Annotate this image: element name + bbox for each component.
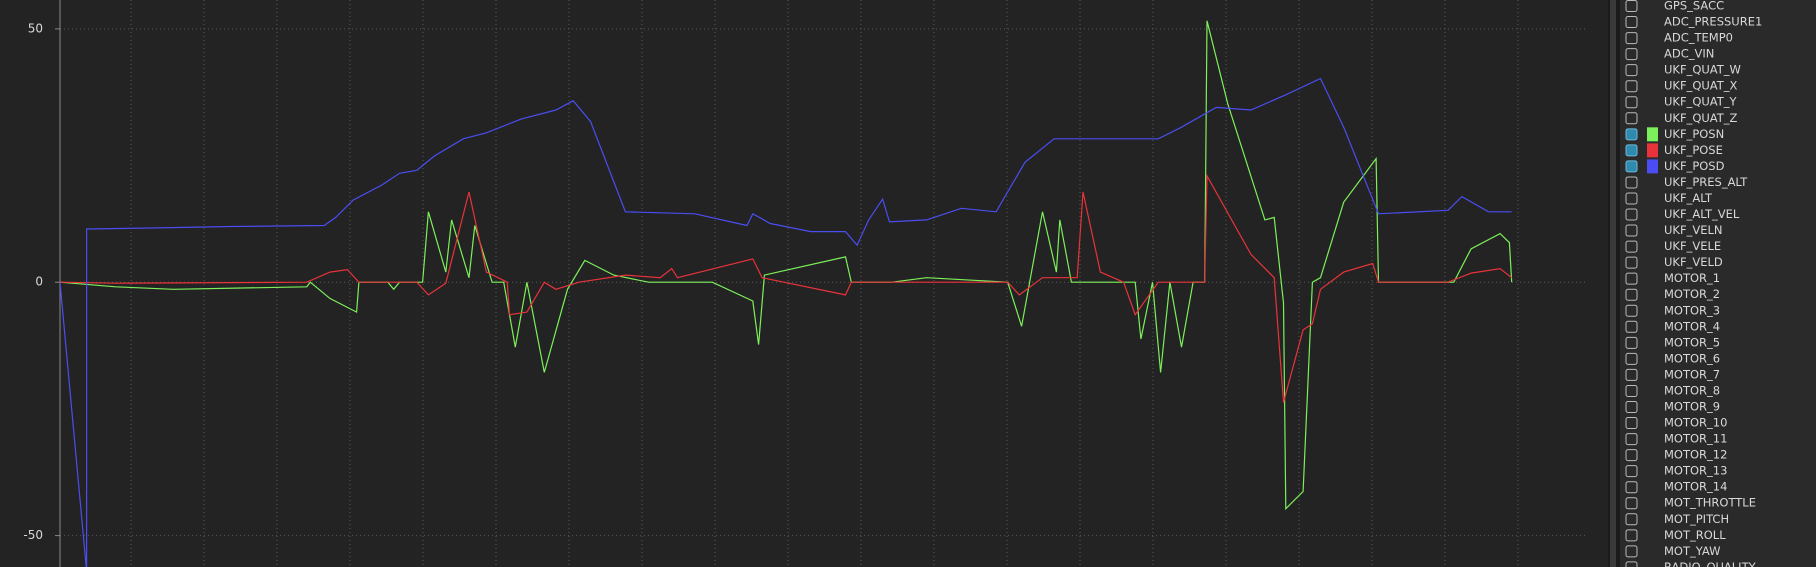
channel-checkbox[interactable] [1625, 368, 1638, 381]
channel-label[interactable]: UKF_QUAT_W [1664, 63, 1741, 77]
channel-checkbox[interactable] [1625, 433, 1638, 446]
plot-background [0, 0, 1608, 567]
channel-checkbox[interactable] [1625, 545, 1638, 558]
channel-checkbox[interactable] [1625, 336, 1638, 349]
channel-checkbox[interactable] [1625, 64, 1638, 77]
channel-label[interactable]: MOTOR_14 [1664, 480, 1727, 494]
channel-checkbox[interactable] [1625, 417, 1638, 430]
channel-checkbox[interactable] [1625, 384, 1638, 397]
channel-label[interactable]: UKF_QUAT_Z [1664, 111, 1738, 125]
channel-label[interactable]: UKF_QUAT_Y [1664, 95, 1738, 109]
channel-label[interactable]: MOTOR_4 [1664, 319, 1720, 333]
channel-checkbox[interactable] [1625, 0, 1638, 12]
channel-label[interactable]: UKF_QUAT_X [1664, 79, 1738, 93]
channel-label[interactable]: UKF_ALT_VEL [1664, 207, 1740, 221]
channel-label[interactable]: MOTOR_5 [1664, 335, 1720, 349]
channel-checkbox[interactable] [1625, 304, 1638, 317]
channel-label[interactable]: MOTOR_8 [1664, 383, 1720, 397]
channel-label[interactable]: UKF_POSN [1664, 127, 1724, 141]
y-tick-label: 50 [28, 21, 43, 35]
channel-checkbox[interactable] [1625, 288, 1638, 301]
channel-label[interactable]: MOTOR_10 [1664, 416, 1727, 430]
channel-checkbox[interactable] [1625, 160, 1638, 173]
y-tick-label: 0 [35, 275, 43, 289]
channel-label[interactable]: UKF_VELE [1664, 239, 1721, 253]
channel-label[interactable]: UKF_VELD [1664, 255, 1723, 269]
channel-color-swatch [1647, 127, 1658, 142]
channel-label[interactable]: MOT_YAW [1664, 544, 1721, 558]
channel-checkbox[interactable] [1625, 224, 1638, 237]
series-line [60, 77, 1512, 567]
channel-checkbox[interactable] [1625, 208, 1638, 221]
channel-label[interactable]: RADIO_QUALITY [1664, 560, 1757, 567]
channel-label[interactable]: MOTOR_12 [1664, 448, 1727, 462]
channel-color-swatch [1647, 159, 1658, 174]
channel-checkbox[interactable] [1625, 465, 1638, 478]
channel-checkbox[interactable] [1625, 320, 1638, 333]
channel-checkbox[interactable] [1625, 352, 1638, 365]
channel-label[interactable]: MOT_THROTTLE [1664, 496, 1756, 510]
channel-checkbox[interactable] [1625, 272, 1638, 285]
channel-label[interactable]: MOTOR_13 [1664, 464, 1727, 478]
channel-checkbox[interactable] [1625, 240, 1638, 253]
channel-label[interactable]: MOTOR_11 [1664, 432, 1727, 446]
channel-label[interactable]: MOTOR_6 [1664, 351, 1720, 365]
channel-checkbox[interactable] [1625, 16, 1638, 29]
channel-label[interactable]: MOTOR_2 [1664, 287, 1720, 301]
channel-checkbox[interactable] [1625, 449, 1638, 462]
channel-checkbox[interactable] [1625, 128, 1638, 141]
channel-label[interactable]: GPS_SACC [1664, 0, 1724, 13]
channel-checkbox[interactable] [1625, 32, 1638, 45]
channel-checkbox[interactable] [1625, 192, 1638, 205]
channel-label[interactable]: ADC_VIN [1664, 47, 1714, 61]
channel-checkbox[interactable] [1625, 481, 1638, 494]
channel-label[interactable]: UKF_VELN [1664, 223, 1722, 237]
channel-list: GPS_SACC ADC_PRESSURE1 ADC_TEMP0 ADC_VIN UKF… [1625, 0, 1762, 567]
series-line [60, 173, 1513, 403]
channel-checkbox[interactable] [1625, 80, 1638, 93]
channel-label[interactable]: UKF_POSD [1664, 159, 1725, 173]
channel-checkbox[interactable] [1625, 256, 1638, 269]
channel-label[interactable]: MOT_ROLL [1664, 528, 1726, 542]
channel-checkbox[interactable] [1625, 561, 1638, 567]
channel-label[interactable]: MOT_PITCH [1664, 512, 1729, 526]
channel-label[interactable]: MOTOR_3 [1664, 303, 1720, 317]
channel-checkbox[interactable] [1625, 96, 1638, 109]
channel-label[interactable]: ADC_PRESSURE1 [1664, 15, 1762, 29]
channel-checkbox[interactable] [1625, 112, 1638, 125]
channel-color-swatch [1647, 143, 1658, 158]
channel-label[interactable]: MOTOR_9 [1664, 400, 1720, 414]
scrollbar [1610, 0, 1616, 567]
channel-checkbox[interactable] [1625, 401, 1638, 413]
channel-checkbox[interactable] [1625, 497, 1638, 510]
channel-checkbox[interactable] [1625, 513, 1638, 526]
y-tick-label: -50 [23, 528, 43, 542]
channel-label[interactable]: UKF_ALT [1664, 191, 1713, 205]
channel-checkbox[interactable] [1625, 48, 1638, 61]
channel-label[interactable]: UKF_PRES_ALT [1664, 175, 1748, 189]
channel-label[interactable]: MOTOR_7 [1664, 367, 1720, 381]
channel-label[interactable]: ADC_TEMP0 [1664, 31, 1733, 45]
plot-area: -50 0 50 [23, 0, 1587, 567]
channel-label[interactable]: MOTOR_1 [1664, 271, 1720, 285]
channel-checkbox[interactable] [1625, 144, 1638, 157]
channel-checkbox[interactable] [1625, 529, 1638, 542]
channel-checkbox[interactable] [1625, 176, 1638, 189]
channel-panel [1620, 0, 1816, 567]
channel-label[interactable]: UKF_POSE [1664, 143, 1723, 157]
